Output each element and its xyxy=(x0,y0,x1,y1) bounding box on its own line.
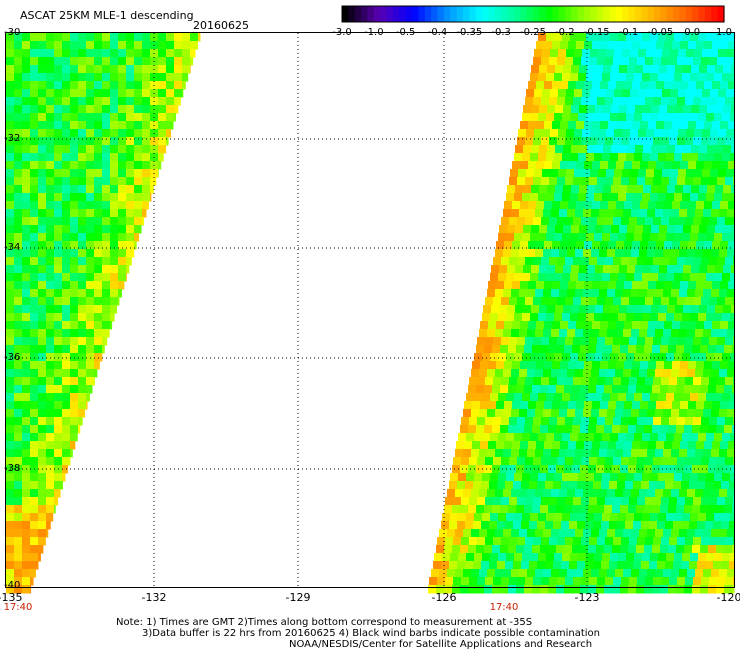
colorbar-tick-label: -0.4 xyxy=(427,27,448,38)
colorbar-tick-label: 1.0 xyxy=(716,27,732,38)
map-date: 20160625 xyxy=(193,19,249,32)
colorbar-tick-label: -0.3 xyxy=(491,27,511,38)
lon-label: -132 xyxy=(141,591,167,604)
colorbar-tick-label: -0.35 xyxy=(456,27,483,38)
colorbar-tick-label: -0.25 xyxy=(520,27,546,38)
lon-label: -135 xyxy=(0,591,23,604)
colorbar-tick-label: -0.5 xyxy=(395,27,416,38)
lat-label: -36 xyxy=(4,352,21,363)
lat-label: -38 xyxy=(4,463,21,474)
lat-lon-grid xyxy=(6,33,734,587)
colorbar-tick-label: -0.1 xyxy=(618,27,639,38)
colorbar-tick-label: -0.15 xyxy=(583,27,610,38)
note-line-2: 3)Data buffer is 22 hrs from 20160625 4)… xyxy=(142,628,600,639)
lon-label: -129 xyxy=(285,591,311,604)
colorbar-tick-label: -1.0 xyxy=(364,27,384,38)
plot-frame xyxy=(5,32,735,588)
note-line-1: Note: 1) Times are GMT 2)Times along bot… xyxy=(116,617,533,628)
lat-label: -34 xyxy=(4,242,21,253)
lon-label: -120 xyxy=(716,591,740,604)
colorbar-tick-label: -3.0 xyxy=(332,27,352,38)
colorbar xyxy=(341,5,725,23)
map-title: ASCAT 25KM MLE-1 descending xyxy=(20,9,194,22)
colorbar-tick-label: -0.2 xyxy=(555,27,575,38)
lon-label: -123 xyxy=(574,591,600,604)
swath-time-left: 17:40 xyxy=(3,602,33,613)
swath-time-right: 17:40 xyxy=(489,602,519,613)
colorbar-tick-label: -0.05 xyxy=(647,27,674,38)
lat-label: -32 xyxy=(4,133,21,144)
swath-data xyxy=(6,33,735,594)
lat-label: -40 xyxy=(4,580,21,591)
colorbar-tick-label: 0.0 xyxy=(684,27,701,38)
lat-label: -30 xyxy=(4,27,21,38)
note-line-3: NOAA/NESDIS/Center for Satellite Applica… xyxy=(289,639,593,650)
lon-label: -126 xyxy=(431,591,457,604)
